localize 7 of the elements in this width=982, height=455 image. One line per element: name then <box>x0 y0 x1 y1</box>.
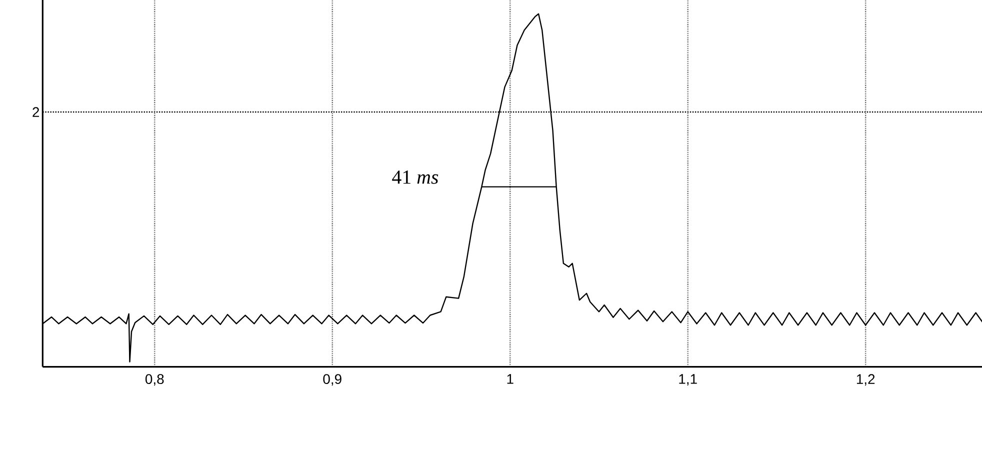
text: 2 <box>32 107 40 117</box>
x-tick-label: 1,2 <box>856 374 875 386</box>
x-tick-label: 0,8 <box>145 374 164 386</box>
x-tick-label: 1,1 <box>679 374 697 386</box>
annotation: 41 ms <box>392 170 438 184</box>
x-tick-label: 1 <box>507 374 514 384</box>
x-tick-label: 0,9 <box>323 374 342 386</box>
